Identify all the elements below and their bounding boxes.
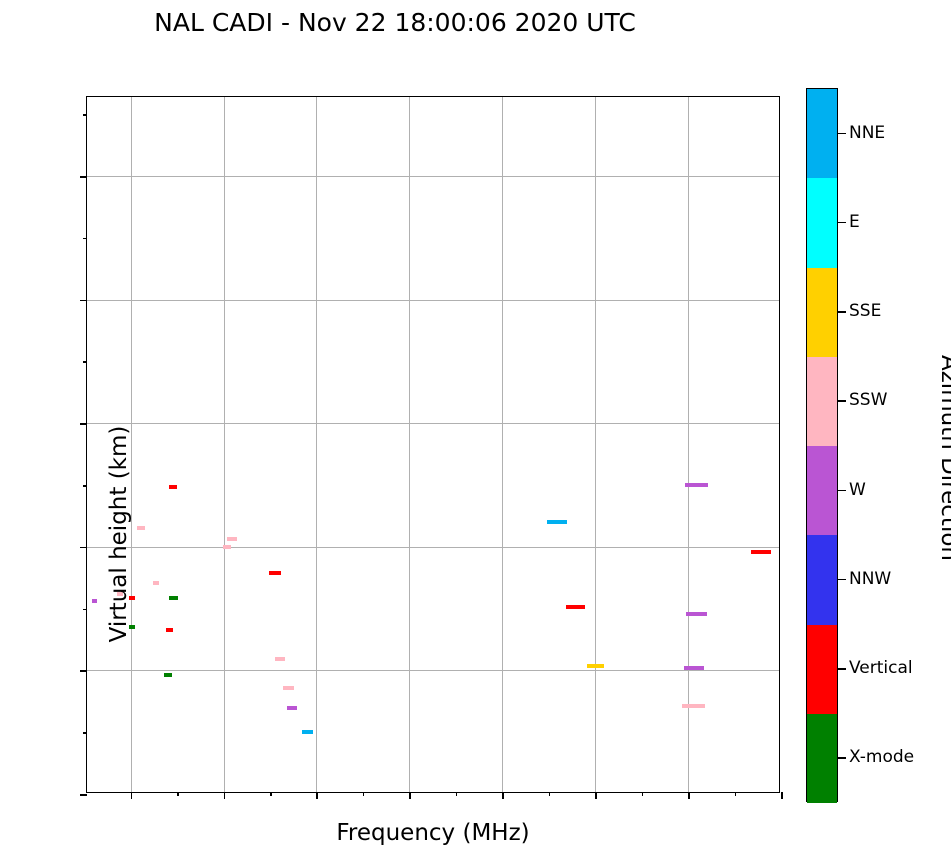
- x-tick-minor: [177, 792, 179, 796]
- colorbar-title: Azimuth Direction: [936, 355, 951, 561]
- colorbar-segment-ssw: [807, 356, 837, 446]
- data-mark: [165, 628, 173, 633]
- y-tick: [80, 423, 87, 425]
- y-tick-minor: [83, 608, 87, 611]
- data-mark: [137, 526, 145, 531]
- colorbar-label-x-mode: X-mode: [849, 747, 915, 768]
- y-tick-minor: [83, 237, 87, 240]
- y-tick: [80, 176, 87, 178]
- colorbar-label-sse: SSE: [849, 301, 882, 322]
- colorbar-tick: [838, 311, 846, 313]
- data-mark: [586, 664, 604, 669]
- data-mark: [565, 604, 586, 609]
- y-tick: [80, 670, 87, 672]
- data-mark: [223, 544, 231, 549]
- data-mark: [301, 730, 313, 735]
- colorbar-segment-w: [807, 446, 837, 536]
- data-mark: [286, 706, 297, 711]
- colorbar-tick: [838, 668, 846, 670]
- x-tick-minor: [270, 792, 272, 796]
- y-axis-title: Virtual height (km): [106, 425, 132, 643]
- x-tick-minor: [455, 792, 458, 796]
- data-mark: [685, 611, 708, 616]
- colorbar-segment-vertical: [807, 624, 837, 714]
- colorbar-segment-sse: [807, 267, 837, 357]
- x-tick-minor: [641, 792, 644, 796]
- x-axis-title: Frequency (MHz): [336, 820, 530, 846]
- colorbar-tick: [838, 400, 846, 402]
- gridline-vertical: [316, 97, 318, 792]
- data-mark: [128, 625, 136, 630]
- data-mark: [283, 685, 294, 690]
- data-mark: [547, 520, 567, 525]
- x-tick: [595, 792, 597, 799]
- colorbar: [806, 88, 838, 803]
- data-mark: [268, 571, 281, 576]
- colorbar-tick: [838, 132, 846, 135]
- x-tick: [130, 792, 133, 799]
- data-mark: [683, 665, 704, 670]
- y-tick-minor: [83, 485, 87, 487]
- gridline-vertical: [409, 97, 411, 792]
- colorbar-label-ssw: SSW: [849, 390, 888, 411]
- gridline-horizontal: [87, 299, 779, 301]
- gridline-vertical: [502, 97, 504, 792]
- colorbar-tick: [838, 757, 846, 759]
- gridline-horizontal: [87, 670, 779, 672]
- colorbar-segment-nnw: [807, 535, 837, 625]
- colorbar-tick: [838, 489, 846, 492]
- data-mark: [117, 591, 123, 596]
- colorbar-label-e: E: [849, 211, 860, 232]
- y-tick: [80, 299, 87, 302]
- data-mark: [227, 537, 237, 542]
- colorbar-segment-e: [807, 178, 837, 268]
- y-tick: [80, 546, 87, 549]
- data-mark: [275, 657, 286, 662]
- gridline-horizontal: [87, 176, 779, 178]
- x-tick: [409, 792, 411, 799]
- page-title: NAL CADI - Nov 22 18:00:06 2020 UTC: [154, 8, 636, 37]
- x-tick-minor: [734, 792, 737, 796]
- gridline-vertical: [130, 97, 132, 792]
- gridline-horizontal: [87, 423, 779, 425]
- colorbar-tick: [838, 578, 846, 581]
- data-mark: [682, 704, 706, 709]
- colorbar-segment-nne: [807, 89, 837, 179]
- y-tick-minor: [83, 732, 87, 734]
- data-mark: [164, 672, 172, 677]
- gridline-vertical: [223, 97, 225, 792]
- gridline-horizontal: [87, 546, 779, 548]
- y-tick: [80, 794, 87, 796]
- gridline-vertical: [595, 97, 597, 792]
- x-tick-minor: [362, 792, 365, 796]
- x-tick: [502, 792, 504, 799]
- colorbar-label-w: W: [849, 479, 866, 500]
- x-tick: [781, 792, 783, 799]
- gridline-vertical: [688, 97, 690, 792]
- data-mark: [153, 581, 160, 586]
- x-tick: [223, 792, 226, 799]
- data-mark: [169, 595, 178, 600]
- colorbar-segment-x-mode: [807, 713, 837, 803]
- data-mark: [92, 599, 97, 604]
- colorbar-tick: [838, 221, 846, 224]
- y-tick-minor: [83, 114, 87, 116]
- x-tick: [316, 792, 318, 799]
- data-mark: [129, 595, 135, 600]
- y-tick-minor: [83, 361, 87, 363]
- colorbar-label-nnw: NNW: [849, 568, 892, 589]
- data-mark: [684, 483, 709, 488]
- x-tick-minor: [548, 792, 551, 796]
- colorbar-label-nne: NNE: [849, 122, 886, 143]
- data-mark: [750, 549, 772, 554]
- plot-area: 02004006008001000 246810121416 Virtual h…: [80, 96, 783, 799]
- colorbar-label-vertical: Vertical: [849, 658, 913, 679]
- x-tick: [688, 792, 690, 799]
- data-mark: [169, 484, 178, 489]
